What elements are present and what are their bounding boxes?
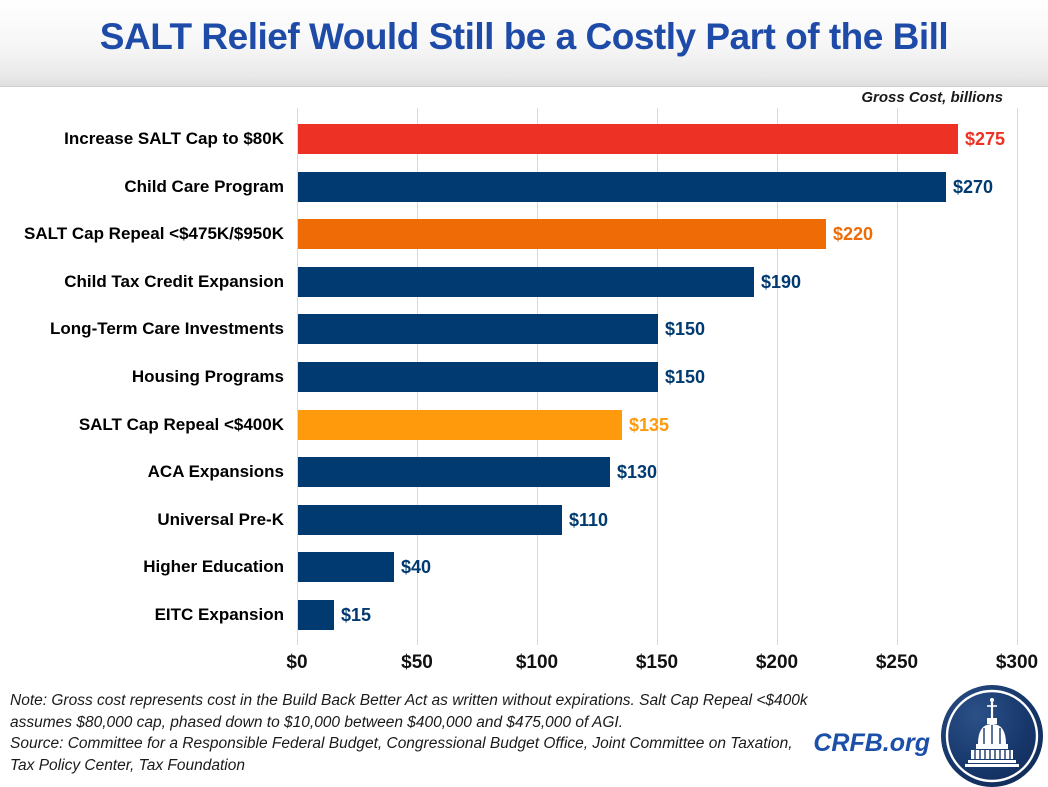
bar-label: ACA Expansions (147, 462, 284, 481)
footer-notes: Note: Gross cost represents cost in the … (10, 690, 810, 776)
page-title: SALT Relief Would Still be a Costly Part… (99, 16, 949, 57)
x-tick-label: $200 (755, 652, 799, 673)
x-tick-label: $50 (401, 652, 433, 673)
bar-value-label: $150 (665, 367, 706, 387)
gridline (897, 108, 898, 645)
bar-value-label: $135 (629, 415, 670, 435)
bar (298, 362, 658, 392)
bar-label: Child Tax Credit Expansion (64, 272, 284, 291)
gridline (1017, 108, 1018, 645)
bar-chart-plot-area: $275 $270 $220 $190 $150 $150 $135 $130 $110 $40 $… (297, 108, 1018, 645)
bar (298, 410, 622, 440)
x-tick-label: $100 (515, 652, 559, 673)
bar-value-label: $40 (401, 557, 432, 577)
x-tick-label: $250 (875, 652, 919, 673)
bar-value-label: $15 (341, 605, 372, 625)
bar (298, 172, 946, 202)
bar-label: Higher Education (143, 557, 284, 576)
bar-value-label: $275 (965, 129, 1006, 149)
bar-label: Child Care Program (124, 177, 284, 196)
bar (298, 267, 754, 297)
bar (298, 219, 826, 249)
bar-value-label: $190 (761, 272, 802, 292)
x-tick-label: $0 (286, 652, 308, 673)
x-axis: $0 $50 $100 $150 $200 $250 $300 (286, 652, 1038, 680)
bar-label: Increase SALT Cap to $80K (64, 129, 284, 148)
bar-label: Universal Pre-K (157, 510, 284, 529)
bar-label: EITC Expansion (154, 605, 284, 624)
bar (298, 124, 958, 154)
bar (298, 505, 562, 535)
crfb-logo (940, 684, 1044, 787)
bar-value-label: $110 (569, 510, 609, 530)
note-text: Note: Gross cost represents cost in the … (10, 692, 808, 731)
category-labels: Increase SALT Cap to $80K Child Care Prog… (0, 108, 284, 645)
gridline (297, 108, 298, 645)
bar (298, 552, 394, 582)
bar-label: Housing Programs (131, 367, 284, 386)
source-text: Source: Committee for a Responsible Fede… (10, 735, 793, 774)
bar (298, 457, 610, 487)
unit-label: Gross Cost, billions (861, 89, 1003, 106)
bar-value-label: $270 (953, 177, 994, 197)
bar-value-label: $150 (665, 319, 706, 339)
crfb-org-link[interactable]: CRFB.org (813, 729, 930, 757)
bar-label: SALT Cap Repeal <$400K (78, 415, 284, 434)
bar-label: Long-Term Care Investments (50, 319, 284, 338)
x-tick-label: $300 (995, 652, 1039, 673)
bar (298, 314, 658, 344)
x-tick-label: $150 (635, 652, 679, 673)
title-band: SALT Relief Would Still be a Costly Part… (0, 0, 1048, 87)
bar-label: SALT Cap Repeal <$475K/$950K (24, 224, 284, 243)
bar-value-label: $220 (833, 224, 874, 244)
bar (298, 600, 334, 630)
capitol-dome-icon (941, 685, 1043, 787)
gridline (777, 108, 778, 645)
bar-value-label: $130 (617, 462, 658, 482)
